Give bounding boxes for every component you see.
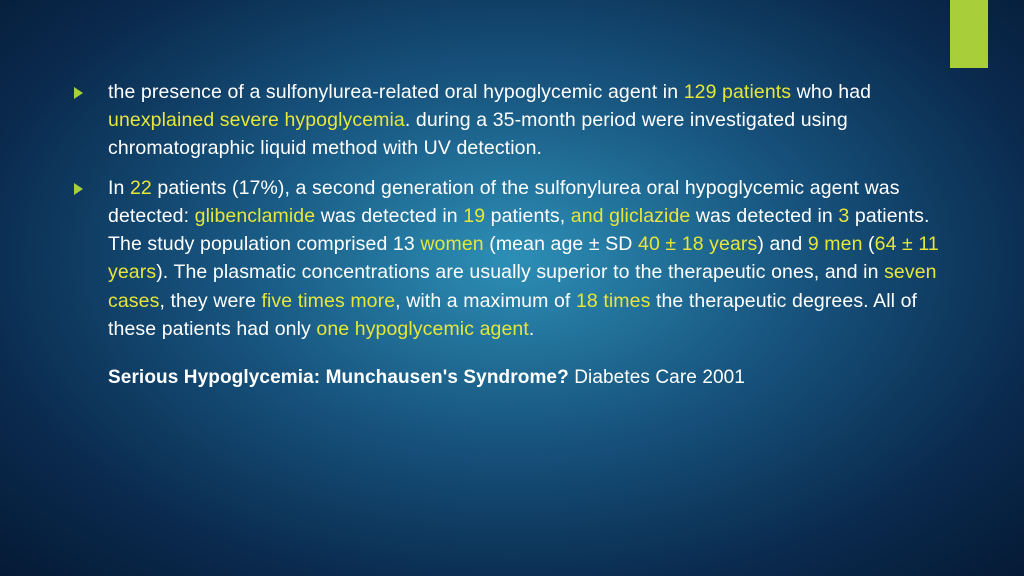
citation-source: Diabetes Care 2001 [569,367,745,388]
body-text: was detected in [690,205,838,227]
highlight-text: 22 [130,177,152,199]
body-text: was detected in [315,205,463,227]
body-text: ) and [757,233,807,255]
highlight-text: 9 men [808,233,863,255]
body-text: patients, [485,205,571,227]
highlight-text: glibenclamide [195,205,316,227]
highlight-text: and gliclazide [571,205,691,227]
bullet-item: In 22 patients (17%), a second generatio… [70,174,954,342]
slide: the presence of a sulfonylurea-related o… [0,0,1024,576]
citation-title: Serious Hypoglycemia: Munchausen's Syndr… [108,367,569,388]
bullet-list: the presence of a sulfonylurea-related o… [70,78,954,343]
body-text: ). The plasmatic concentrations are usua… [156,261,884,283]
body-text: (mean age ± SD [484,233,638,255]
body-text: , with a maximum of [395,290,576,312]
highlight-text: 18 times [576,290,651,312]
highlight-text: unexplained severe hypoglycemia [108,109,405,131]
body-text: ( [863,233,875,255]
highlight-text: 129 patients [684,81,791,103]
accent-tab [950,0,988,68]
highlight-text: 19 [463,205,485,227]
body-text: In [108,177,130,199]
highlight-text: women [420,233,483,255]
bullet-item: the presence of a sulfonylurea-related o… [70,78,954,162]
body-text: , they were [159,290,261,312]
citation: Serious Hypoglycemia: Munchausen's Syndr… [70,367,954,389]
body-text: . [529,318,535,340]
highlight-text: 40 ± 18 years [638,233,757,255]
highlight-text: 3 [838,205,849,227]
highlight-text: five times more [261,290,395,312]
body-text: the presence of a sulfonylurea-related o… [108,81,684,103]
highlight-text: one hypoglycemic agent [316,318,529,340]
body-text: who had [791,81,871,103]
